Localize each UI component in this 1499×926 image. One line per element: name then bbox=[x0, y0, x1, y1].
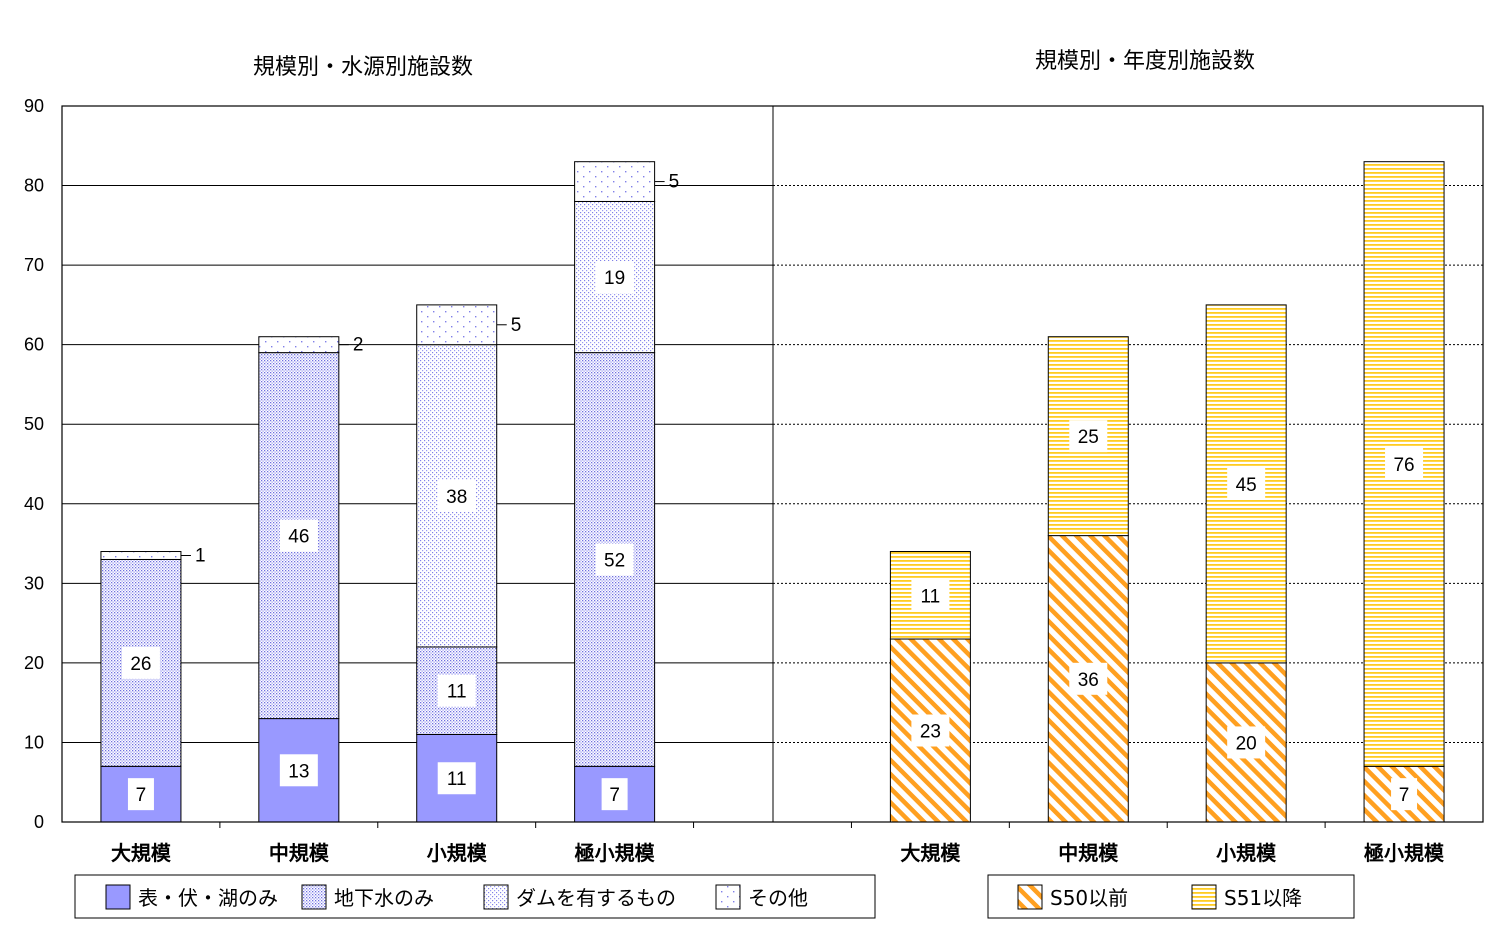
data-label-box bbox=[437, 674, 476, 707]
data-label: 36 bbox=[1078, 670, 1099, 691]
data-label: 5 bbox=[511, 315, 522, 336]
legend-swatch bbox=[1191, 884, 1217, 910]
y-tick-label: 60 bbox=[24, 335, 44, 355]
data-label-box bbox=[595, 261, 634, 294]
bar-segment bbox=[416, 304, 498, 346]
data-label-box bbox=[1069, 662, 1108, 695]
y-tick-label: 50 bbox=[24, 414, 44, 434]
data-label-box bbox=[1391, 778, 1418, 811]
data-label: 46 bbox=[288, 527, 309, 548]
data-label: 52 bbox=[604, 550, 625, 571]
data-label: 7 bbox=[136, 785, 147, 806]
x-tick-label: 中規模 bbox=[1058, 841, 1119, 865]
data-label: 38 bbox=[446, 487, 467, 508]
data-label: 11 bbox=[447, 769, 467, 790]
x-tick-label: 中規模 bbox=[269, 841, 330, 865]
y-tick-label: 30 bbox=[24, 573, 44, 593]
y-tick-label: 20 bbox=[24, 653, 44, 673]
legend-label: 表・伏・湖のみ bbox=[138, 886, 278, 910]
x-tick-label: 小規模 bbox=[427, 841, 488, 865]
chart-title-right: 規模別・年度別施設数 bbox=[1035, 49, 1255, 74]
data-label-box bbox=[279, 519, 318, 552]
legend-label: その他 bbox=[748, 886, 808, 910]
bar-segment bbox=[574, 161, 656, 202]
data-label: 2 bbox=[353, 335, 364, 356]
data-label: 5 bbox=[669, 172, 680, 193]
data-label: 7 bbox=[1399, 785, 1410, 806]
data-label: 11 bbox=[921, 586, 941, 607]
data-label: 45 bbox=[1236, 475, 1257, 496]
data-label: 20 bbox=[1236, 733, 1257, 754]
x-tick-label: 大規模 bbox=[900, 841, 961, 865]
data-label-box bbox=[127, 778, 154, 811]
bar-segment bbox=[100, 551, 182, 560]
bar-segment bbox=[416, 344, 498, 648]
data-label: 76 bbox=[1393, 455, 1414, 476]
data-label-box bbox=[1385, 448, 1424, 480]
data-label-box bbox=[279, 754, 318, 787]
y-tick-label: 80 bbox=[24, 176, 44, 196]
legend-label: S51以降 bbox=[1224, 886, 1302, 910]
data-label: 26 bbox=[130, 654, 151, 675]
data-label-box bbox=[595, 543, 634, 576]
x-tick-label: 極小規模 bbox=[574, 841, 656, 865]
data-label-box bbox=[601, 778, 628, 811]
y-tick-label: 70 bbox=[24, 255, 44, 275]
data-label: 25 bbox=[1078, 427, 1099, 448]
y-tick-label: 40 bbox=[24, 494, 44, 514]
data-label-box bbox=[911, 714, 950, 747]
legend-swatch bbox=[715, 884, 741, 910]
legend-swatch bbox=[301, 884, 327, 910]
legend-label: 地下水のみ bbox=[334, 886, 434, 910]
data-label-box bbox=[121, 646, 160, 679]
x-tick-label: 大規模 bbox=[111, 841, 172, 865]
y-tick-label: 90 bbox=[24, 96, 44, 116]
legend-label: ダムを有するもの bbox=[516, 886, 676, 910]
legend-swatch bbox=[1017, 884, 1043, 910]
x-tick-label: 小規模 bbox=[1216, 841, 1277, 865]
data-label-box bbox=[437, 479, 476, 512]
data-label-box bbox=[437, 762, 476, 795]
legends: 表・伏・湖のみ 地下水のみ ダムを有するもの その他 S50以前 S51以降 bbox=[74, 874, 1355, 919]
x-axis: 大規模 中規模 小規模 極小規模 大規模 中規模 小規模 極小規模 bbox=[111, 822, 1445, 865]
data-label-box bbox=[911, 579, 950, 612]
data-label-box bbox=[1227, 726, 1266, 759]
data-label-box bbox=[1227, 467, 1266, 500]
data-label: 23 bbox=[920, 722, 941, 743]
chart-title-left: 規模別・水源別施設数 bbox=[253, 55, 473, 80]
legend-swatch bbox=[483, 884, 509, 910]
legend-label: S50以前 bbox=[1050, 886, 1128, 910]
data-label: 13 bbox=[288, 761, 309, 782]
data-label: 7 bbox=[609, 785, 620, 806]
y-tick-label: 10 bbox=[24, 732, 44, 752]
x-tick-label: 極小規模 bbox=[1363, 841, 1445, 865]
legend-box bbox=[987, 874, 1355, 919]
plot-frame bbox=[61, 105, 1484, 823]
data-label-box bbox=[1069, 420, 1108, 453]
data-label: 1 bbox=[195, 545, 206, 566]
data-label: 11 bbox=[447, 682, 467, 703]
legend-box bbox=[74, 874, 876, 919]
y-tick-label: 0 bbox=[34, 812, 44, 832]
bar-segment bbox=[258, 336, 340, 354]
y-axis: 0 10 20 30 40 50 60 70 80 90 bbox=[24, 96, 44, 832]
data-label: 19 bbox=[604, 268, 625, 289]
legend-swatch bbox=[105, 884, 131, 910]
